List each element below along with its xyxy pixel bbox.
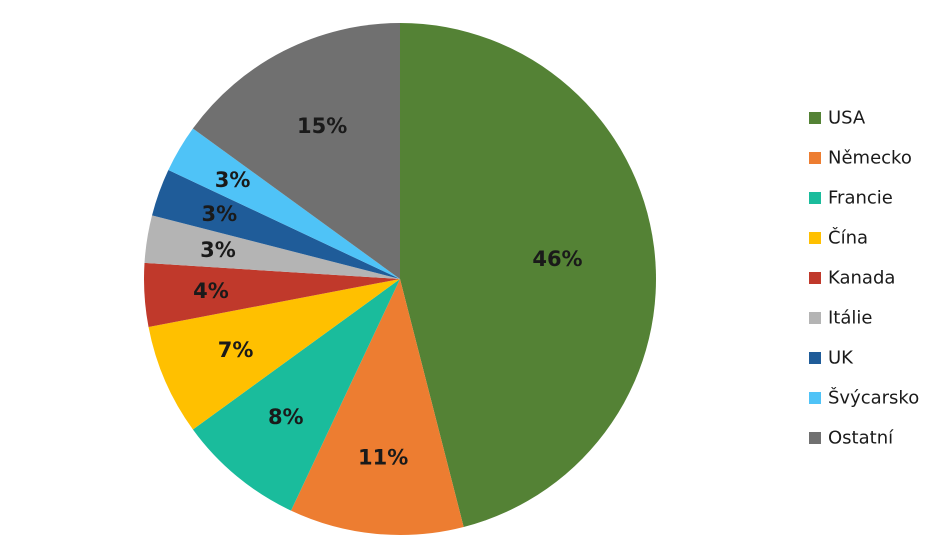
legend-swatch-uk bbox=[809, 352, 821, 364]
legend-label-kanada: Kanada bbox=[828, 268, 895, 289]
data-label-cina: 7% bbox=[218, 338, 254, 362]
pie-slice-kanada bbox=[144, 262, 400, 327]
legend-label-francie: Francie bbox=[828, 188, 893, 209]
legend: USA Německo Francie Čína Kanada Itálie UK Švýca… bbox=[809, 108, 919, 449]
legend-label-cina: Čína bbox=[828, 227, 868, 249]
pie-slice-italie bbox=[144, 215, 400, 279]
legend-swatch-ostatni bbox=[809, 432, 821, 444]
data-label-svycarsko: 3% bbox=[215, 168, 251, 192]
legend-swatch-francie bbox=[809, 192, 821, 204]
legend-swatch-cina bbox=[809, 232, 821, 244]
legend-label-usa: USA bbox=[828, 108, 866, 129]
data-label-kanada: 4% bbox=[193, 279, 229, 303]
legend-label-italie: Itálie bbox=[828, 308, 872, 329]
legend-label-nemecko: Německo bbox=[828, 148, 912, 169]
legend-label-svycarsko: Švýcarsko bbox=[828, 387, 919, 409]
data-label-ostatni: 15% bbox=[297, 114, 347, 138]
pie-slice-francie bbox=[192, 279, 400, 511]
pie-slice-cina bbox=[148, 279, 400, 430]
legend-swatch-svycarsko bbox=[809, 392, 821, 404]
pie-slice-ostatni bbox=[192, 23, 400, 279]
pie-slice-svycarsko bbox=[168, 128, 400, 279]
legend-swatch-kanada bbox=[809, 272, 821, 284]
legend-swatch-italie bbox=[809, 312, 821, 324]
legend-swatch-usa bbox=[809, 112, 821, 124]
pie-slice-usa bbox=[400, 23, 656, 527]
data-label-uk: 3% bbox=[202, 202, 238, 226]
data-label-usa: 46% bbox=[532, 247, 582, 271]
pie-slice-uk bbox=[152, 170, 400, 279]
data-label-francie: 8% bbox=[268, 405, 304, 429]
legend-label-ostatni: Ostatní bbox=[828, 428, 894, 449]
pie-slice-nemecko bbox=[291, 279, 464, 535]
pie-slices bbox=[144, 23, 656, 535]
data-label-nemecko: 11% bbox=[358, 445, 408, 469]
legend-swatch-nemecko bbox=[809, 152, 821, 164]
legend-label-uk: UK bbox=[828, 348, 854, 369]
data-label-italie: 3% bbox=[200, 238, 236, 262]
pie-data-labels: 46% 11% 8% 7% 4% 3% 3% 3% 15% bbox=[193, 114, 582, 469]
